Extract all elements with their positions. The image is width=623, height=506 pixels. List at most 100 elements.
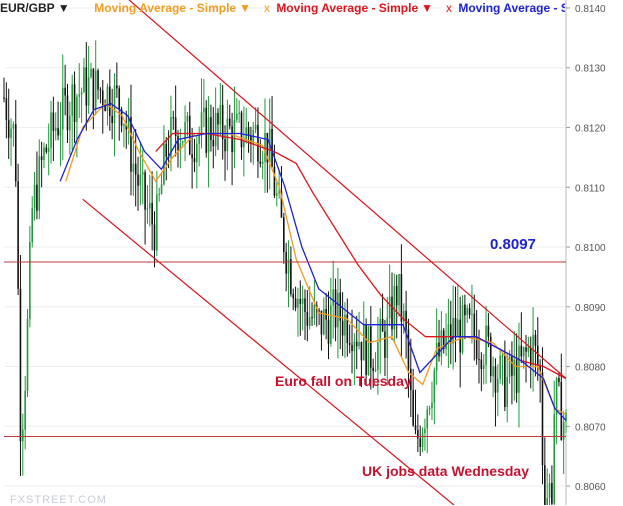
candle-body [184,121,186,142]
candle-body [560,382,563,440]
ma-mid-close-icon[interactable]: x [446,1,453,15]
candle-body [266,132,269,163]
candle-body [370,326,372,368]
y-tick-label: 0.8130 [575,64,606,75]
candle-body [12,124,15,129]
candle-body [17,181,19,289]
candle-body [247,127,250,136]
candle-body [160,184,163,194]
candle-body [459,319,461,353]
candle-body [515,359,518,393]
candle-body [203,107,205,113]
symbol-label[interactable]: EUR/GBP [0,1,55,15]
candle-body [226,118,229,152]
candle-body [259,161,262,164]
candle-body [348,343,351,345]
candle-body [414,425,417,431]
candle-body [344,314,346,336]
candle-body [61,87,64,130]
candle-body [353,341,356,352]
candle-body [45,147,48,153]
candle-body [384,331,386,358]
candle-body [322,309,325,335]
candle-body [442,330,445,350]
candle-body [407,329,410,369]
candle-body [337,292,339,328]
candle-body [137,174,139,186]
candle-body [405,310,407,330]
y-tick-label: 0.8110 [575,183,605,194]
candle-body [235,113,238,120]
candle-body [111,115,113,124]
ma-slow-label[interactable]: Moving Average - Simple [458,1,565,15]
candle-body [393,285,396,330]
candle-body [52,112,55,131]
legend-bar: EUR/GBP ▼ Moving Average - Simple ▼ x Movin… [0,0,565,18]
candle-body [421,433,424,447]
candle-body [205,107,208,153]
candle-body [14,124,17,182]
candle-body [433,370,436,403]
candle-body [351,344,353,352]
watermark-logo: FXSTREET.COM [10,494,107,506]
ma-mid-label[interactable]: Moving Average - Simple [276,1,419,15]
candle-body [372,367,374,371]
candle-body [106,86,109,112]
candle-body [99,89,102,91]
euro-fall-annotation: Euro fall on Tuesday [275,373,412,389]
candle-body [294,298,297,308]
candle-body [461,304,464,353]
candle-body [179,143,182,151]
candle-body [151,202,153,225]
candle-body [555,378,558,415]
candle-body [66,95,69,131]
ma-fast-dropdown-icon[interactable]: ▼ [239,1,251,15]
ma-fast-label[interactable]: Moving Average - Simple [94,1,237,15]
candle-body [33,184,36,209]
candle-body [38,156,41,211]
candle-body [254,124,257,130]
candle-body [431,402,433,409]
candle-body [541,372,544,466]
candle-body [64,87,66,96]
candle-body [101,90,104,106]
candle-body [148,202,151,209]
candle-body [243,141,245,148]
candle-body [527,347,530,352]
candle-body [181,141,184,144]
symbol-dropdown-icon[interactable]: ▼ [57,1,70,15]
candle-body [19,288,22,442]
candle-body [471,313,473,315]
candle-body [26,318,29,391]
candle-body [69,115,71,131]
candle-body [518,345,520,393]
candle-body [435,342,438,371]
price-level-label: 0.8097 [490,236,536,253]
candle-body [92,68,95,110]
candle-body [31,208,34,243]
trend-line [82,198,455,505]
candle-body [492,366,494,377]
candle-body [238,112,240,114]
candle-body [40,156,43,161]
candle-body [83,67,85,93]
candle-body [219,104,222,125]
candle-body [283,217,285,253]
y-tick-label: 0.8140 [575,4,606,15]
candle-body [123,124,125,126]
candle-body [90,68,92,78]
candle-body [275,193,278,196]
trend-line [128,0,567,379]
candle-body [186,115,189,122]
candle-body [271,128,273,167]
candle-body [301,298,304,304]
candle-body [146,208,149,210]
candle-body [156,194,158,251]
candle-body [80,92,83,95]
candle-body [508,356,511,377]
candle-body [332,289,335,306]
ma-fast-close-icon[interactable]: x [263,1,270,15]
candle-body [308,317,311,326]
ma-mid-dropdown-icon[interactable]: ▼ [421,1,434,15]
candle-body [449,324,452,344]
